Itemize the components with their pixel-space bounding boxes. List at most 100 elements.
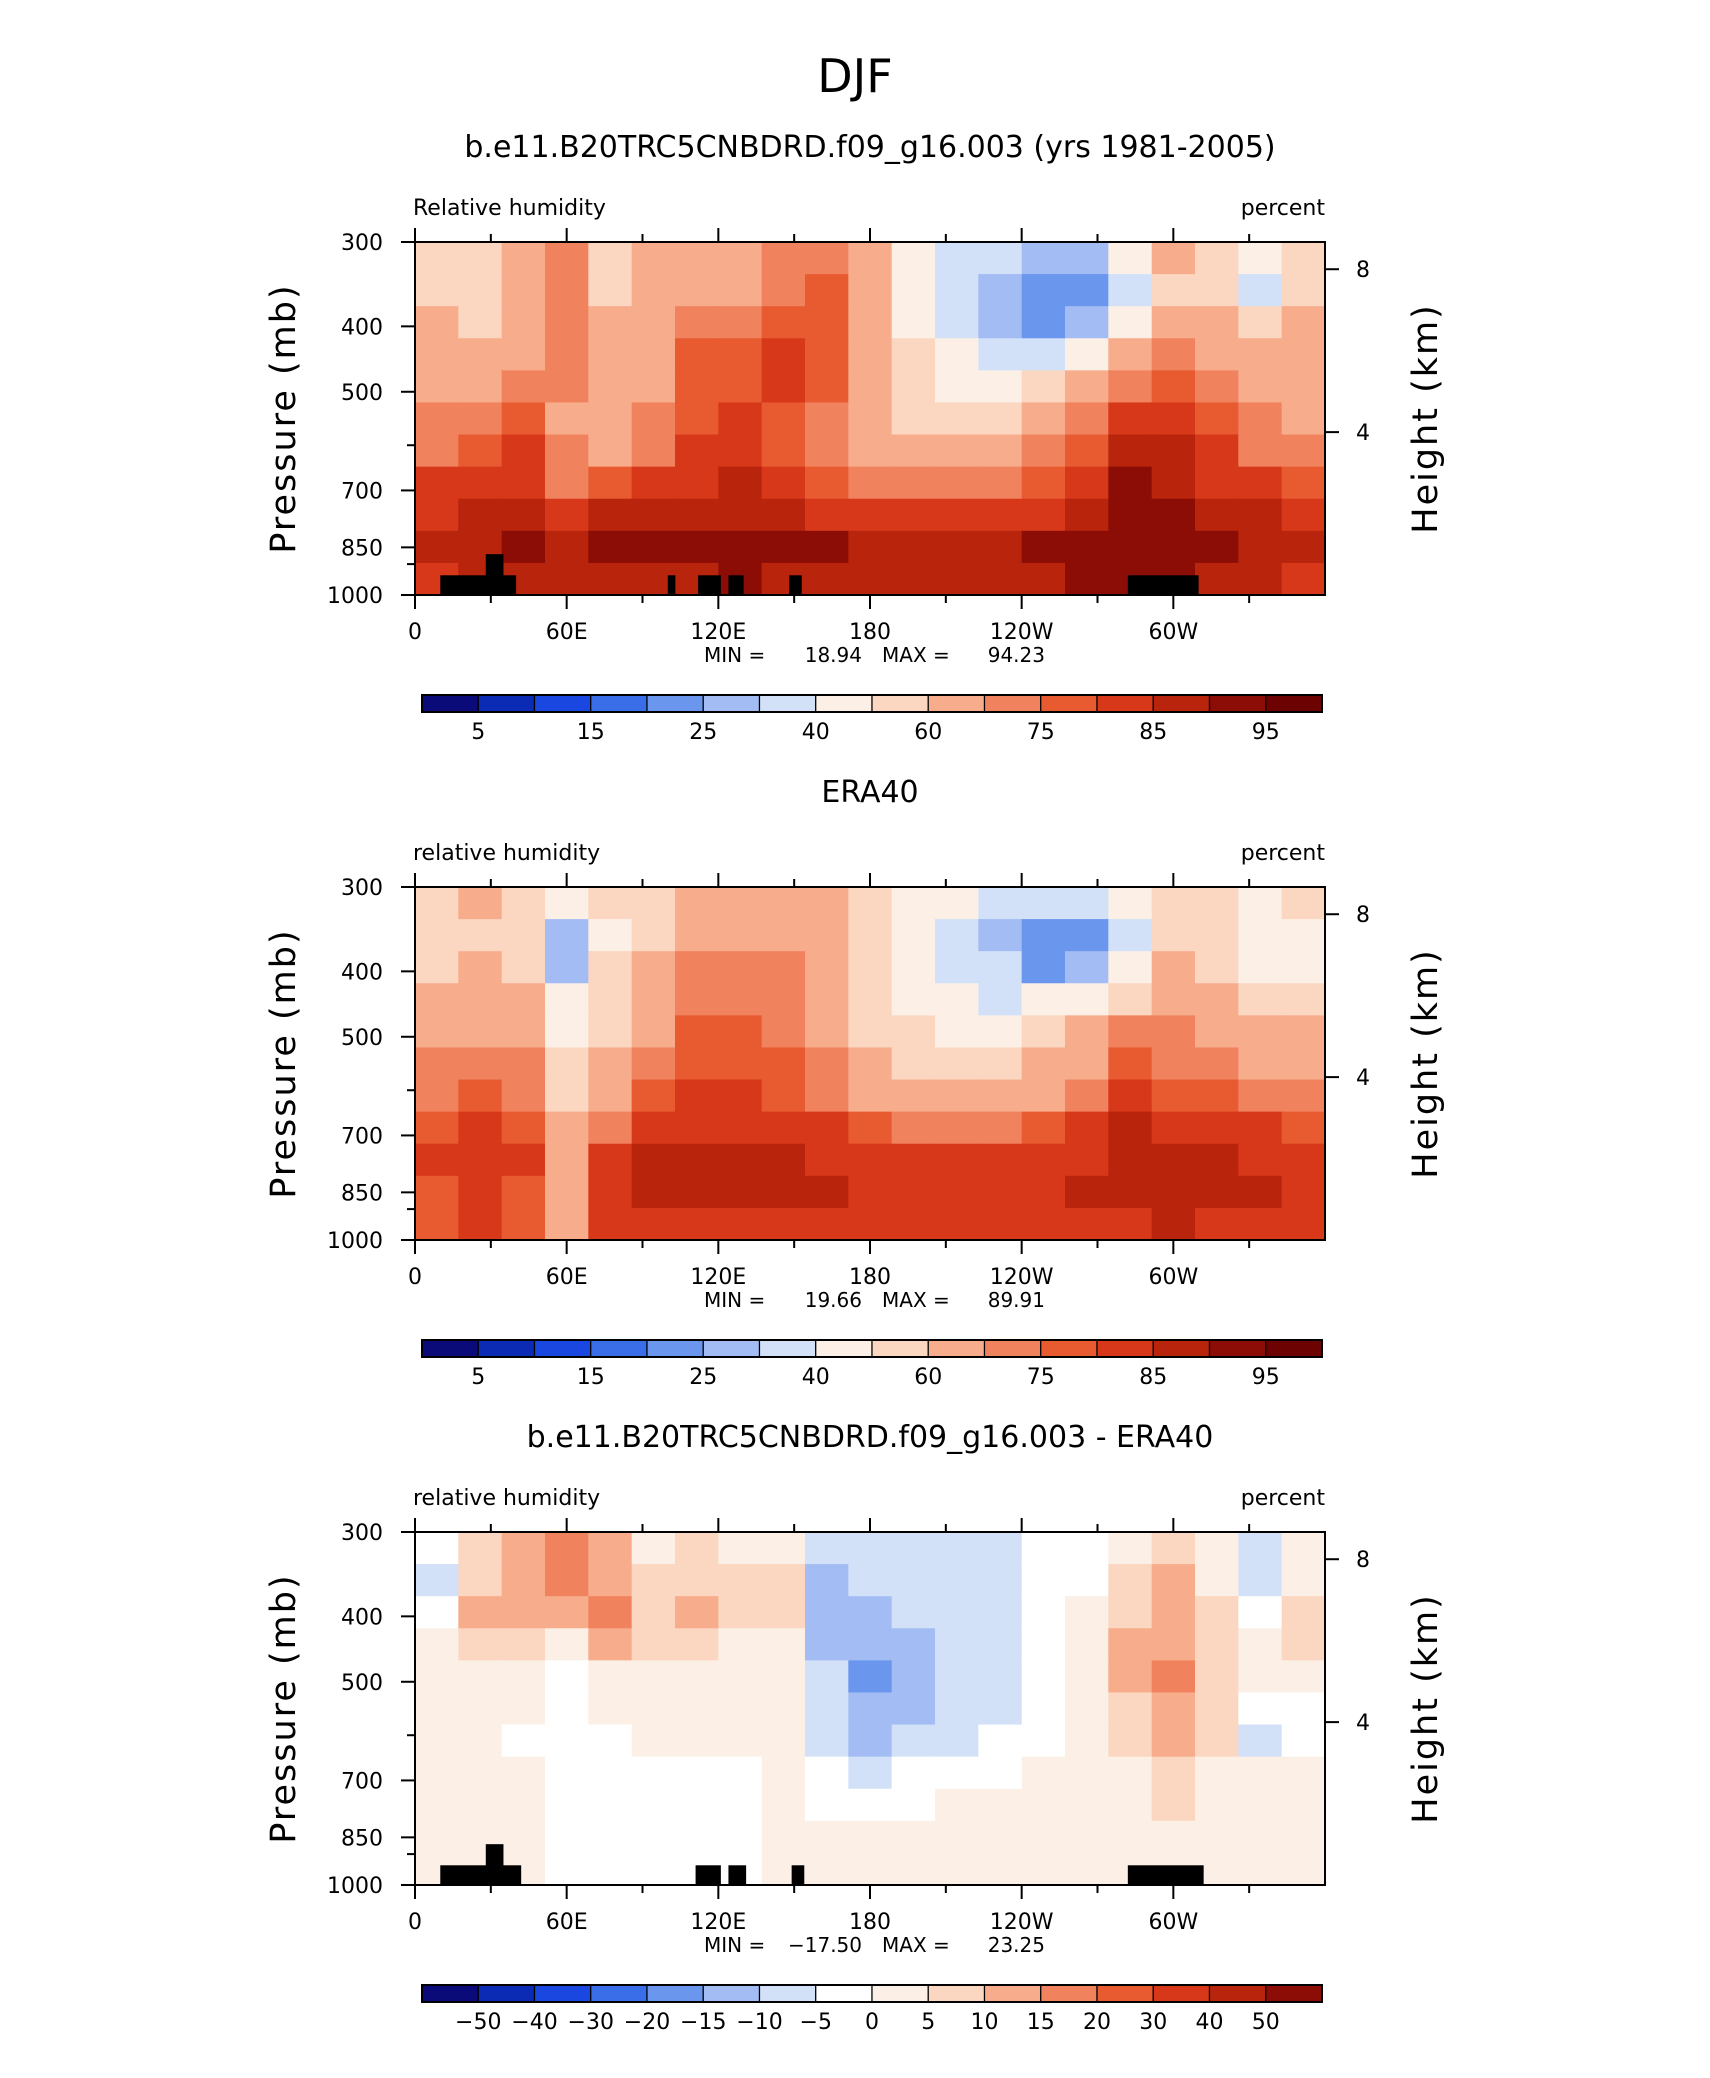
heatmap-cell [978,1852,1023,1886]
heatmap-cell [1195,1079,1239,1113]
heatmap-cell [545,338,589,371]
heatmap-cell [458,919,503,952]
colorbar-box [983,1339,1042,1358]
heatmap-cell [1195,498,1239,532]
heatmap-cell [1195,951,1239,984]
heatmap-cell [935,1788,979,1822]
heatmap-cell [805,498,849,532]
heatmap-cell [891,1532,936,1565]
colorbar-label: 95 [1252,720,1280,745]
colorbar-box [871,1339,929,1358]
heatmap-cell [1108,1596,1153,1629]
heatmap-cell [631,1724,676,1758]
heatmap-cell [978,1564,1023,1597]
heatmap-cell [978,1015,1023,1049]
colorbar-box [590,694,648,713]
heatmap-cell [1108,1788,1153,1822]
heatmap-cell [1195,466,1239,500]
colorbar-box [758,1339,817,1358]
heatmap-cell [415,1564,459,1597]
heatmap-cell [545,1628,589,1661]
heatmap-cell [458,1207,503,1241]
heatmap-cell [501,1175,546,1209]
heatmap-cell [588,1532,633,1565]
x-tick-label: 120W [990,620,1054,645]
heatmap-cell [805,1788,849,1822]
heatmap-cells [415,887,1326,1241]
heatmap-cell [1195,434,1239,468]
x-tick-label: 0 [408,1265,422,1290]
heatmap-cell [631,1756,676,1790]
colorbar-frame [421,694,1323,713]
heatmap-cell [1238,274,1283,307]
heatmap-cell [761,1532,806,1565]
heatmap-cell [935,1175,979,1209]
heatmap-cell [545,1756,589,1790]
heatmap-cell [978,1756,1023,1790]
colorbar-box [1152,1339,1211,1358]
heatmap-cell [631,1079,676,1113]
heatmap-cell [501,530,546,564]
heatmap-cell [501,887,546,920]
y-tick-label: 700 [341,1124,383,1149]
heatmap-cell [1281,1596,1326,1629]
heatmap-cell [805,1564,849,1597]
heatmap-cell [805,1015,849,1049]
heatmap-cell [1238,1015,1283,1049]
heatmap-cell [805,1143,849,1177]
heatmap-cell [415,1175,459,1209]
heatmap-cell [1151,1111,1196,1145]
colorbar-box [702,694,761,713]
heatmap-cell [545,951,589,984]
heatmap-cell [675,951,719,984]
heatmap-cell [458,1692,503,1726]
heatmap-cell [935,530,979,564]
heatmap-cell [1195,1047,1239,1081]
colorbar-box [1208,1984,1267,2003]
heatmap-cell [761,1564,806,1597]
heatmap-cell [848,1724,893,1758]
heatmap-cell [675,530,719,564]
heatmap-cell [1108,919,1153,952]
heatmap-cell [848,887,893,920]
heatmap-cell [415,1660,459,1694]
variable-label: relative humidity [413,1486,600,1511]
colorbar-box [590,1984,648,2003]
heatmap-cell [805,434,849,468]
heatmap-cell [458,1143,503,1177]
heatmap-cell [1151,434,1196,468]
colorbar-label: 5 [921,2010,935,2035]
heatmap-cell [761,242,806,275]
heatmap-cell [718,274,763,307]
x-tick-label: 120W [990,1910,1054,1935]
heatmap-cell [501,1628,546,1661]
heatmap-cell [631,1596,676,1629]
heatmap-cell [675,1564,719,1597]
heatmap-cell [631,1207,676,1241]
heatmap-cell [1151,498,1196,532]
heatmap-cell [545,1047,589,1081]
heatmap-cell [978,402,1023,436]
heatmap-cell [805,1596,849,1629]
heatmap-cell [978,242,1023,275]
heatmap-cell [761,1788,806,1822]
heatmap-cell [588,1820,633,1854]
colorbar-box [1096,1984,1154,2003]
heatmap-cell [631,1628,676,1661]
heatmap-cell [761,1143,806,1177]
heatmap-cell [935,1628,979,1661]
heatmap-cell [1281,1175,1326,1209]
heatmap-cell [891,1692,936,1726]
heatmap-cell [1238,1532,1283,1565]
heatmap-cell [978,1175,1023,1209]
heatmap-cell [458,1047,503,1081]
heatmap-cell [415,951,459,984]
heatmap-cell [1108,1756,1153,1790]
heatmap-cell [458,951,503,984]
max-label: MAX = [882,1933,950,1957]
y-tick-label: 300 [341,876,383,901]
heatmap-cell [675,1047,719,1081]
heatmap-cell [1195,1788,1239,1822]
heatmap-cell [415,466,459,500]
